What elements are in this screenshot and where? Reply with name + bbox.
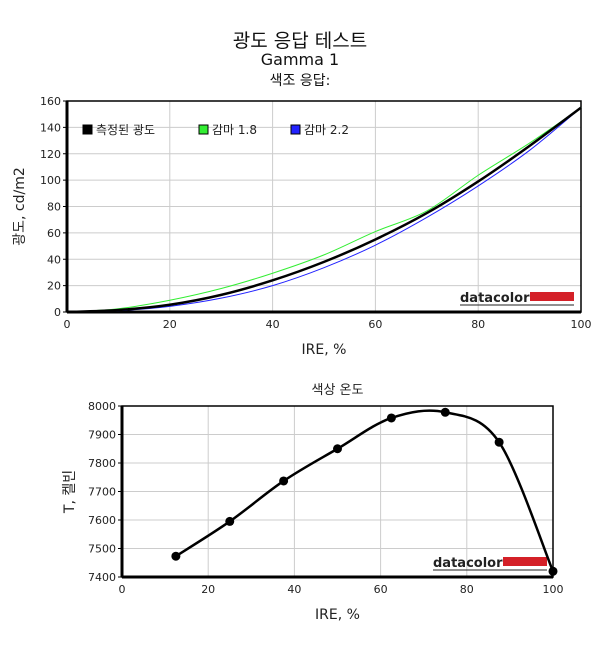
- legend-swatch: [290, 124, 301, 135]
- x-tick-label: 0: [119, 583, 126, 596]
- x-tick-label: 60: [374, 583, 388, 596]
- x-tick-label: 80: [471, 318, 485, 331]
- data-point: [440, 407, 450, 417]
- legend-label: 측정된 광도: [96, 123, 155, 137]
- section-title: 색조 응답:: [269, 73, 331, 89]
- series-line-1: [66, 106, 582, 314]
- series-line-2: [66, 107, 582, 313]
- x-tick-label: 40: [266, 318, 280, 331]
- datacolor-logo: datacolor: [460, 291, 530, 306]
- y-tick-label: 140: [40, 121, 61, 134]
- y-tick-label: 7700: [88, 486, 116, 499]
- data-point: [386, 413, 396, 423]
- x-axis-label: IRE, %: [302, 342, 347, 358]
- x-tick-label: 80: [460, 583, 474, 596]
- y-tick-label: 7600: [88, 514, 116, 527]
- y-axis-label: 광도, cd/m2: [12, 167, 28, 246]
- y-tick-label: 20: [47, 280, 61, 293]
- y-tick-label: 7800: [88, 457, 116, 470]
- data-point: [548, 566, 558, 576]
- data-point: [171, 551, 181, 561]
- legend-swatch: [82, 124, 93, 135]
- page-subtitle: Gamma 1: [260, 50, 340, 69]
- x-axis-label: IRE, %: [315, 607, 360, 623]
- y-tick-label: 8000: [88, 400, 116, 413]
- y-tick-label: 7400: [88, 571, 116, 584]
- legend-label: 감마 1.8: [212, 123, 257, 137]
- x-tick-label: 0: [64, 318, 71, 331]
- page-title: 광도 응답 테스트: [232, 30, 368, 52]
- y-tick-label: 120: [40, 148, 61, 161]
- x-tick-label: 60: [368, 318, 382, 331]
- data-point: [494, 437, 504, 447]
- data-point: [333, 444, 342, 454]
- x-tick-label: 20: [163, 318, 177, 331]
- datacolor-logo-bar: [530, 292, 574, 301]
- y-tick-label: 7500: [88, 543, 116, 556]
- chart-title: 색상 온도: [312, 383, 364, 398]
- y-tick-label: 160: [40, 95, 61, 108]
- y-tick-label: 40: [47, 253, 61, 266]
- series-line-3: [66, 107, 582, 313]
- y-tick-label: 60: [47, 227, 61, 240]
- data-point: [279, 476, 289, 486]
- x-tick-label: 20: [201, 583, 215, 596]
- x-tick-label: 40: [287, 583, 301, 596]
- legend-swatch: [198, 124, 209, 135]
- y-tick-label: 7900: [88, 429, 116, 442]
- x-tick-label: 100: [543, 583, 564, 596]
- y-axis-label: T, 켈빈: [62, 470, 78, 514]
- y-tick-label: 0: [54, 306, 61, 319]
- y-tick-label: 100: [40, 174, 61, 187]
- x-tick-label: 100: [571, 318, 592, 331]
- legend-label: 감마 2.2: [304, 123, 349, 137]
- y-tick-label: 80: [47, 201, 61, 214]
- datacolor-logo-bar: [503, 557, 547, 566]
- data-point: [225, 516, 235, 526]
- datacolor-logo: datacolor: [433, 556, 503, 571]
